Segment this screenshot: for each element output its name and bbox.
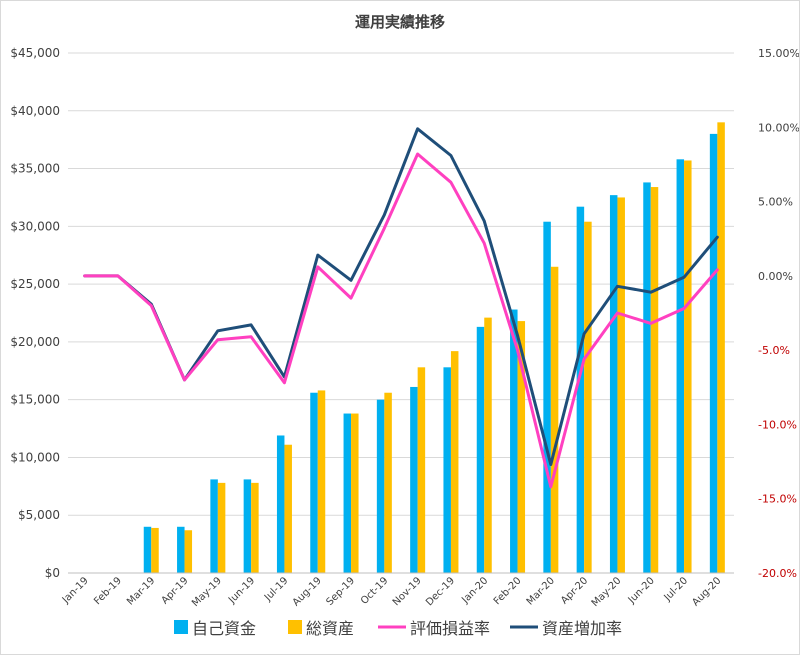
y-axis-tick-label: $20,000	[10, 335, 60, 349]
y2-axis-tick-label: 5.00%	[758, 196, 793, 209]
bar	[450, 351, 459, 573]
x-axis-tick-label: Jan-20	[459, 575, 490, 606]
y2-axis-tick-label: 15.00%	[758, 47, 799, 60]
bar	[184, 530, 193, 573]
legend-label: 評価損益率	[410, 619, 490, 638]
x-axis-tick-label: Jan-19	[60, 575, 91, 606]
x-axis-tick-label: Apr-19	[160, 575, 191, 606]
y2-axis-tick-label: -15.0%	[758, 493, 797, 506]
y2-axis-tick-label: 10.00%	[758, 121, 799, 134]
x-axis-tick-label: Apr-20	[559, 575, 590, 606]
legend-label: 自己資金	[192, 619, 256, 638]
y-axis-tick-label: $25,000	[10, 277, 60, 291]
y2-axis-tick-label: -5.0%	[758, 344, 790, 357]
bar	[476, 326, 485, 573]
y-axis-tick-label: $35,000	[10, 162, 60, 176]
y-axis-tick-label: $5,000	[18, 508, 60, 522]
bar	[484, 317, 492, 573]
bar	[576, 206, 585, 573]
bar	[676, 159, 685, 574]
gridlines	[68, 52, 734, 574]
legend-swatch	[288, 620, 302, 634]
bar	[284, 444, 292, 573]
bar-series-group	[143, 122, 725, 574]
y2-axis-tick-label: -10.0%	[758, 418, 797, 431]
bar	[143, 526, 152, 573]
bar	[317, 390, 326, 573]
y-axis-tick-label: $15,000	[10, 393, 60, 407]
bar	[343, 413, 352, 573]
bar	[717, 122, 725, 573]
bar	[210, 479, 218, 573]
x-axis-tick-label: Sep-19	[325, 575, 358, 608]
x-axis-tick-label: Oct-19	[359, 575, 391, 607]
bar	[643, 182, 651, 573]
bar	[650, 187, 659, 574]
line-series-group	[83, 127, 719, 489]
bar	[543, 221, 551, 573]
bar	[217, 482, 226, 573]
x-axis-tick-label: Feb-19	[92, 575, 124, 607]
bar	[709, 133, 718, 573]
bar	[443, 367, 451, 573]
y-axis-tick-label: $45,000	[10, 46, 60, 60]
bar	[517, 321, 526, 573]
bar	[177, 526, 185, 573]
bar	[251, 482, 259, 573]
bar	[243, 479, 252, 573]
y-axis-tick-label: $30,000	[10, 219, 60, 233]
bar	[584, 221, 592, 573]
bar	[550, 266, 559, 573]
series-line	[83, 152, 719, 489]
bar	[410, 386, 418, 573]
bar	[609, 195, 618, 573]
bar	[276, 435, 285, 573]
y2-axis-tick-label: 0.00%	[758, 270, 793, 283]
x-axis-tick-label: Feb-20	[492, 575, 524, 607]
x-axis-tick-label: Mar-20	[525, 575, 557, 607]
x-axis-tick-label: Jul-19	[262, 575, 291, 604]
x-axis-tick-label: Mar-19	[125, 575, 157, 607]
bar	[151, 527, 159, 573]
legend-swatch	[174, 620, 188, 634]
legend: 自己資金 総資産 評価損益率 資産増加率	[174, 619, 622, 638]
legend-label: 資産増加率	[542, 619, 622, 638]
x-axis-tick-label: May-20	[590, 575, 624, 609]
bar	[376, 399, 385, 573]
chart-title: 運用実績推移	[355, 13, 445, 31]
bar	[417, 367, 426, 573]
bar	[351, 413, 359, 573]
y-axis-tick-label: $0	[45, 566, 60, 580]
y-axis-tick-label: $40,000	[10, 104, 60, 118]
bar	[310, 392, 318, 573]
y2-axis-tick-label: -20.0%	[758, 567, 797, 580]
x-axis-tick-label: Jun-19	[226, 575, 257, 606]
x-axis-tick-label: Aug-20	[690, 575, 723, 608]
bar	[617, 197, 625, 573]
bar	[684, 160, 692, 573]
x-axis-tick-label: May-19	[190, 575, 224, 609]
x-axis-tick-label: Jun-20	[626, 575, 657, 606]
bar	[384, 392, 392, 573]
x-axis-tick-label: Dec-19	[424, 575, 457, 608]
bar	[510, 309, 518, 573]
x-axis-tick-label: Jul-20	[662, 575, 691, 604]
x-axis-tick-label: Aug-19	[291, 575, 324, 608]
y-axis-tick-label: $10,000	[10, 450, 60, 464]
x-axis-tick-label: Nov-19	[391, 575, 424, 608]
legend-label: 総資産	[306, 619, 354, 638]
